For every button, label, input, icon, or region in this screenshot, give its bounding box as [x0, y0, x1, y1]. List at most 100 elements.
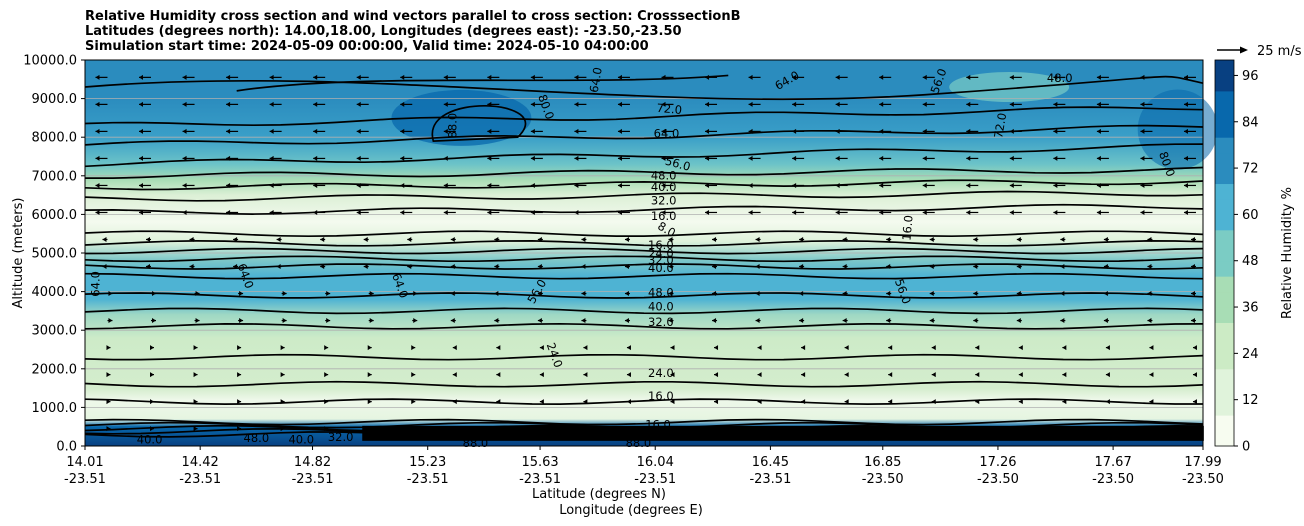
y-tick-label: 9000.0 — [32, 92, 78, 107]
wind-arrow-head — [182, 101, 187, 107]
chart-title-line-1: Relative Humidity cross section and wind… — [85, 9, 741, 24]
wind-arrow-head — [146, 236, 151, 242]
wind-arrow-head — [712, 264, 717, 270]
wind-arrow-head — [757, 345, 762, 351]
contour-label: 40.0 — [648, 261, 674, 275]
contour-line — [84, 263, 1204, 270]
wind-arrow-head — [193, 399, 198, 405]
wind-arrow-head — [139, 209, 144, 215]
wind-arrow-head — [276, 264, 281, 270]
wind-arrow-head — [755, 236, 760, 242]
colorbar-segment — [1215, 183, 1234, 200]
wind-arrow-head — [193, 426, 198, 432]
wind-arrow-head — [886, 264, 891, 270]
wind-arrow-head — [324, 399, 329, 405]
wind-arrow-head — [1096, 182, 1101, 188]
wind-arrow-head — [530, 128, 535, 134]
wind-arrow-head — [102, 264, 107, 270]
wind-arrow-head — [95, 209, 100, 215]
wind-arrow-head — [966, 101, 971, 107]
wind-arrow-head — [356, 128, 361, 134]
colorbar-segment — [1215, 368, 1234, 385]
wind-arrow-head — [714, 426, 719, 432]
wind-arrow-head — [842, 264, 847, 270]
wind-arrow-head — [973, 264, 978, 270]
wind-arrow-head — [1183, 128, 1188, 134]
wind-arrow-head — [799, 236, 804, 242]
wind-arrow-head — [233, 264, 238, 270]
wind-arrow-head — [1149, 399, 1154, 405]
wind-arrow-head — [139, 155, 144, 161]
wind-arrow-head — [276, 236, 281, 242]
wind-arrow-head — [539, 372, 544, 378]
y-tick-label: 8000.0 — [32, 131, 78, 146]
wind-arrow-head — [487, 74, 492, 80]
wind-arrow-head — [1147, 318, 1152, 324]
wind-arrow-head — [411, 399, 416, 405]
wind-arrow-head — [583, 372, 588, 378]
wind-arrow-head — [574, 128, 579, 134]
wind-arrow-head — [1190, 318, 1195, 324]
wind-arrow-head — [152, 318, 157, 324]
wind-arrow-head — [1190, 236, 1195, 242]
wind-arrow-head — [282, 291, 287, 297]
x-tick-label-lat: 15.23 — [409, 455, 446, 470]
colorbar-tick-label: 84 — [1242, 115, 1259, 130]
wind-arrow-head — [269, 155, 274, 161]
colorbar-segment — [1215, 60, 1234, 76]
contour-label: 16.0 — [648, 238, 674, 252]
wind-arrow-head — [313, 209, 318, 215]
wind-arrow-head — [193, 372, 198, 378]
wind-arrow-head — [1147, 264, 1152, 270]
wind-arrow-head — [487, 155, 492, 161]
wind-arrow-head — [537, 264, 542, 270]
wind-arrow-head — [106, 345, 111, 351]
wind-arrow-head — [411, 426, 416, 432]
x-tick-label-lon: -23.51 — [407, 472, 449, 487]
wind-arrow-head — [626, 399, 631, 405]
contour-label: 40.0 — [137, 433, 163, 447]
wind-arrow-head — [487, 128, 492, 134]
colorbar-segment — [1215, 75, 1234, 92]
wind-arrow-head — [106, 399, 111, 405]
wind-arrow-head — [792, 155, 797, 161]
wind-arrow-head — [1060, 236, 1065, 242]
wind-arrow-head — [413, 318, 418, 324]
wind-arrow-head — [1096, 101, 1101, 107]
wind-arrow-head — [139, 74, 144, 80]
wind-arrow-head — [356, 182, 361, 188]
x-tick-label-lon: -23.50 — [977, 472, 1019, 487]
x-tick-label-lon: -23.51 — [64, 472, 106, 487]
wind-arrow-head — [496, 345, 501, 351]
wind-arrow-head — [150, 345, 155, 351]
wind-arrow-head — [931, 399, 936, 405]
wind-arrow-head — [452, 399, 457, 405]
wind-arrow-head — [617, 74, 622, 80]
wind-arrow-head — [714, 345, 719, 351]
wind-arrow-head — [1192, 345, 1197, 351]
wind-arrow-head — [886, 291, 891, 297]
wind-arrow-head — [1016, 318, 1021, 324]
colorbar-segment — [1215, 152, 1234, 169]
wind-arrow-head — [617, 128, 622, 134]
wind-arrow-head — [929, 236, 934, 242]
wind-arrow-head — [714, 372, 719, 378]
wind-arrow-head — [226, 155, 231, 161]
colorbar-tick-label: 24 — [1242, 347, 1259, 362]
wind-arrow-head — [668, 291, 673, 297]
wind-arrow-head — [1018, 426, 1023, 432]
wind-arrow-head — [574, 74, 579, 80]
wind-arrow-head — [661, 128, 666, 134]
wind-arrow-head — [1140, 74, 1145, 80]
wind-arrow-head — [400, 74, 405, 80]
wind-arrow-head — [313, 182, 318, 188]
y-tick-label: 10000.0 — [23, 54, 77, 69]
wind-arrow-head — [1060, 318, 1065, 324]
wind-arrow-head — [1009, 182, 1014, 188]
wind-arrow-head — [1140, 128, 1145, 134]
wind-arrow-head — [755, 291, 760, 297]
colorbar-tick-label: 0 — [1242, 440, 1250, 455]
contour-line — [84, 272, 1204, 280]
contour-label: 32.0 — [328, 430, 354, 444]
wind-arrow-head — [835, 209, 840, 215]
